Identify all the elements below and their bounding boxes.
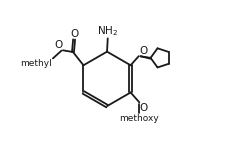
Text: O: O [70, 29, 78, 39]
Text: O: O [139, 103, 148, 113]
Text: O: O [139, 46, 147, 56]
Text: methoxy: methoxy [119, 114, 159, 123]
Text: O: O [54, 40, 62, 50]
Text: NH$_2$: NH$_2$ [97, 24, 118, 38]
Text: methyl: methyl [20, 59, 52, 68]
